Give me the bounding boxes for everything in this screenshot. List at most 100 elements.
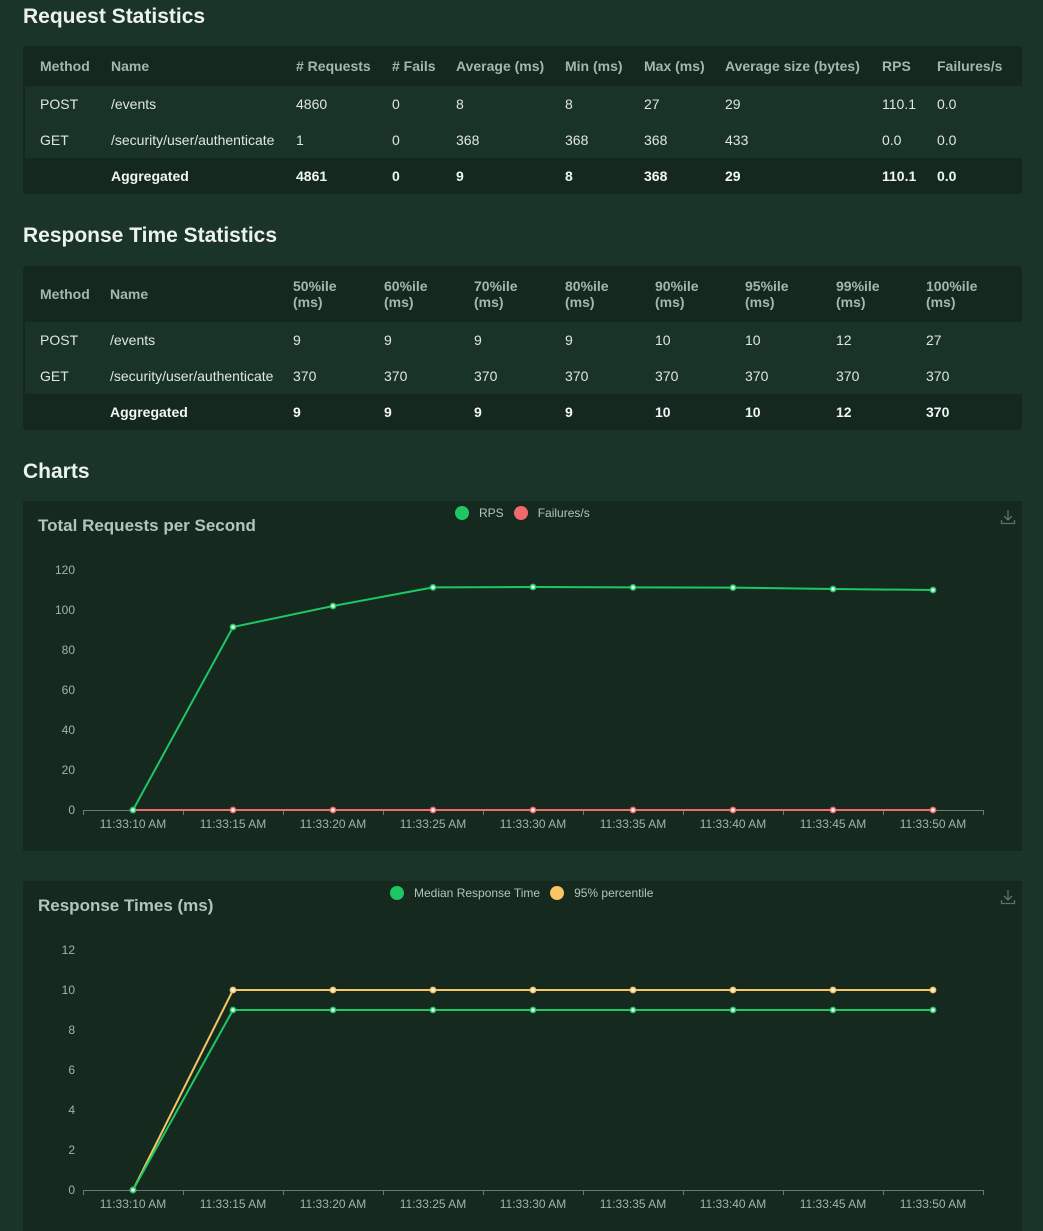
y-tick-label: 120: [55, 563, 75, 577]
data-point[interactable]: [629, 986, 637, 994]
data-point[interactable]: [929, 586, 937, 594]
cell-avg-size: 29: [725, 168, 741, 184]
data-point[interactable]: [729, 986, 737, 994]
column-header[interactable]: 80%ile (ms): [550, 266, 640, 322]
data-point[interactable]: [329, 602, 337, 610]
cell-failures-per-sec: 0.0: [937, 96, 957, 112]
header-label: 60%ile: [384, 278, 428, 294]
legend-label-rps[interactable]: RPS: [479, 506, 504, 520]
request-statistics-table-card: Method Name # Requests # Fails Average (…: [23, 46, 1022, 194]
data-point[interactable]: [729, 584, 737, 591]
column-header[interactable]: Min (ms): [565, 58, 623, 74]
data-point[interactable]: [929, 1006, 937, 1014]
data-point[interactable]: [529, 583, 537, 591]
table-header-row: Method Name 50%ile (ms) 60%ile (ms) 70%ile…: [25, 266, 1022, 322]
column-header[interactable]: 99%ile (ms): [821, 266, 911, 322]
column-header[interactable]: Max (ms): [644, 58, 705, 74]
data-point[interactable]: [129, 1186, 137, 1194]
download-icon[interactable]: [1000, 889, 1016, 905]
charts-title: Charts: [23, 460, 90, 483]
data-point[interactable]: [729, 1006, 737, 1014]
column-header[interactable]: 90%ile (ms): [640, 266, 730, 322]
column-header[interactable]: 70%ile (ms): [459, 266, 550, 322]
data-point[interactable]: [629, 1006, 637, 1014]
column-header[interactable]: # Requests: [296, 58, 371, 74]
data-point[interactable]: [529, 1006, 537, 1014]
x-tick-label: 11:33:40 AM: [700, 1197, 767, 1211]
data-point[interactable]: [329, 986, 337, 994]
cell-average: 9: [456, 168, 464, 184]
header-label: 99%ile: [836, 278, 880, 294]
cell-method: [25, 394, 95, 430]
data-point[interactable]: [729, 806, 737, 814]
column-header[interactable]: Method: [40, 58, 90, 74]
y-tick-label: 10: [62, 983, 76, 997]
cell-p70: 370: [474, 368, 498, 384]
column-header[interactable]: RPS: [882, 58, 911, 74]
cell-name: Aggregated: [111, 168, 189, 184]
legend-dot-failures[interactable]: [513, 506, 528, 520]
column-header[interactable]: Failures/s: [937, 58, 1003, 74]
legend-dot-p95[interactable]: [550, 886, 565, 900]
column-header[interactable]: 50%ile (ms): [278, 266, 369, 322]
data-point[interactable]: [429, 584, 437, 591]
request-statistics-table: Method Name # Requests # Fails Average (…: [25, 46, 1022, 194]
y-tick-label: 0: [68, 803, 75, 817]
download-icon[interactable]: [1000, 509, 1016, 525]
column-header[interactable]: Name: [95, 266, 278, 322]
data-point[interactable]: [229, 623, 237, 631]
header-label: Method: [40, 286, 90, 302]
cell-method: GET: [40, 368, 69, 384]
cell-p90: 10: [655, 332, 671, 348]
column-header[interactable]: 100%ile (ms): [911, 266, 1022, 322]
data-point[interactable]: [529, 806, 537, 814]
header-label: 80%ile: [565, 278, 609, 294]
legend-label-failures[interactable]: Failures/s: [537, 506, 590, 520]
column-header[interactable]: # Fails: [392, 58, 436, 74]
cell-name: /security/user/authenticate: [111, 132, 275, 148]
data-point[interactable]: [429, 1006, 437, 1014]
header-label: Name: [110, 286, 149, 302]
header-label: 70%ile: [474, 278, 518, 294]
legend-dot-median[interactable]: [390, 886, 404, 900]
cell-name: /security/user/authenticate: [110, 368, 274, 384]
data-point[interactable]: [629, 806, 637, 814]
cell-min: 368: [565, 132, 589, 148]
response-time-statistics-table: Method Name 50%ile (ms) 60%ile (ms) 70%ile…: [25, 266, 1022, 430]
legend-label-median[interactable]: Median Response Time: [414, 886, 541, 900]
column-header[interactable]: 60%ile (ms): [369, 266, 459, 322]
header-unit: (ms): [474, 294, 504, 310]
data-point[interactable]: [929, 986, 937, 994]
legend-label-p95[interactable]: 95% percentile: [574, 886, 654, 900]
legend-dot-rps[interactable]: [455, 506, 469, 520]
data-point[interactable]: [829, 806, 837, 814]
data-point[interactable]: [829, 1006, 837, 1014]
column-header[interactable]: Average size (bytes): [725, 58, 860, 74]
data-point[interactable]: [229, 986, 237, 994]
cell-method: GET: [40, 132, 69, 148]
x-tick-label: 11:33:10 AM: [100, 817, 167, 831]
column-header[interactable]: Method: [25, 266, 95, 322]
data-point[interactable]: [529, 986, 537, 994]
column-header[interactable]: Name: [111, 58, 150, 74]
data-point[interactable]: [829, 986, 837, 994]
header-label: 100%ile: [926, 278, 978, 294]
data-point[interactable]: [429, 986, 437, 994]
data-point[interactable]: [329, 806, 337, 814]
data-point[interactable]: [229, 806, 237, 814]
column-header[interactable]: Average (ms): [456, 58, 545, 74]
cell-max: 368: [644, 168, 668, 184]
data-point[interactable]: [929, 806, 937, 814]
column-header[interactable]: 95%ile (ms): [730, 266, 821, 322]
cell-max: 368: [644, 132, 668, 148]
x-tick-label: 11:33:10 AM: [100, 1197, 167, 1211]
data-point[interactable]: [429, 806, 437, 814]
data-point[interactable]: [829, 585, 837, 593]
cell-requests: 4861: [296, 168, 328, 184]
data-point[interactable]: [629, 584, 637, 591]
data-point[interactable]: [129, 806, 137, 814]
data-point[interactable]: [329, 1006, 337, 1014]
data-point[interactable]: [229, 1006, 237, 1014]
aggregated-row: Aggregated 4861 0 9 8 368 29 110.1 0.0: [25, 158, 1022, 194]
cell-rps: 0.0: [882, 132, 902, 148]
